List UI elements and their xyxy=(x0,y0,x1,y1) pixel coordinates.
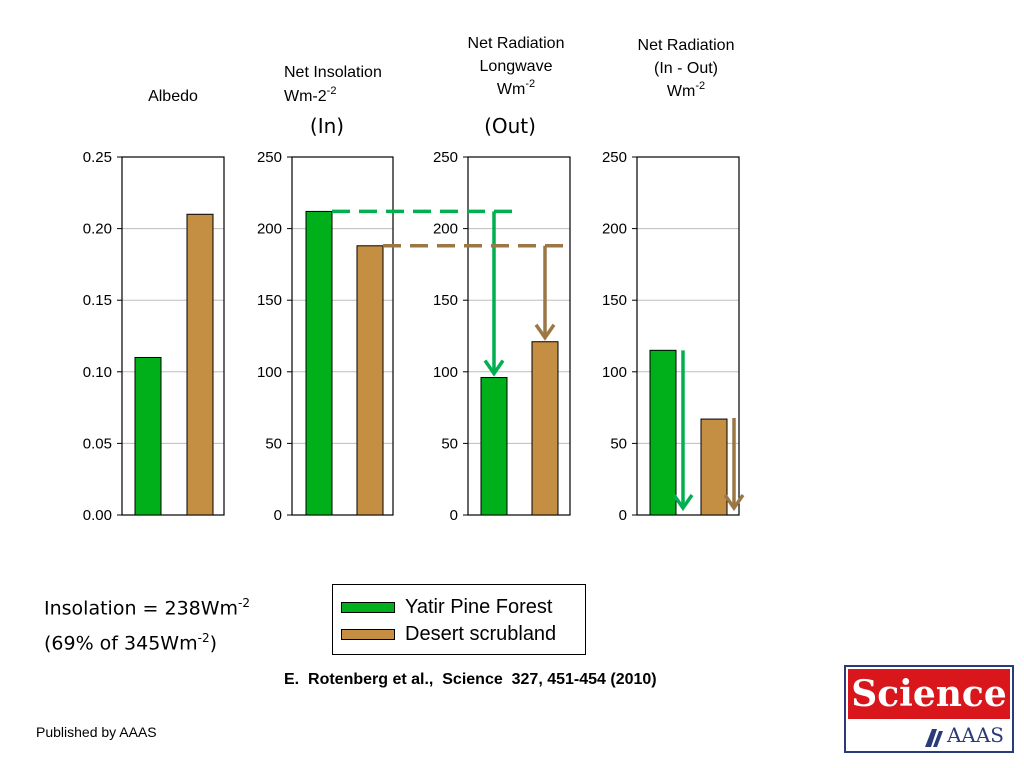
panel-title-line: Net Radiation xyxy=(638,37,735,54)
legend-label-desert: Desert scrubland xyxy=(405,622,557,645)
legend-swatch-forest xyxy=(341,601,395,613)
science-logo-wordmark: Science xyxy=(848,669,1010,719)
insolation-note: Insolation = 238Wm-2 (69% of 345Wm-2) xyxy=(44,588,250,659)
y-tick-label: 100 xyxy=(602,364,627,381)
panel-title-line: Wm-2 xyxy=(497,78,535,98)
legend-item-forest: Yatir Pine Forest xyxy=(341,595,552,619)
chart-panel-1: 0.00 0.05 0.10 0.15 0.20 0.25 Albedo xyxy=(83,88,225,524)
plot-frame xyxy=(636,156,740,516)
note-line1-sup: -2 xyxy=(238,596,251,610)
bar-desert xyxy=(700,418,728,516)
y-tick-label: 200 xyxy=(602,221,627,238)
y-tick-label: 0.05 xyxy=(83,435,112,452)
bar-forest xyxy=(134,356,162,516)
y-tick-label: 0 xyxy=(274,507,282,524)
note-line2-end: ) xyxy=(209,632,217,655)
chart-panel-2: 0 50 100 150 200 250 Net Insolation Wm-2-2 (In) xyxy=(257,64,394,524)
net-desert-arrowhead-icon xyxy=(723,494,745,512)
panel-title: Albedo xyxy=(148,88,198,105)
panel-title-line: (In - Out) xyxy=(654,60,718,77)
chart-panel-4: 0 50 100 150 200 250 Net Radiation (In - Out) Wm… xyxy=(602,37,740,524)
aaas-text: AAAS xyxy=(946,723,1004,747)
bar-forest xyxy=(649,349,677,516)
y-tick-label: 200 xyxy=(433,221,458,238)
y-tick-label: 0.15 xyxy=(83,292,112,309)
y-tick-label: 0 xyxy=(450,507,458,524)
panel-title-line: Wm-2-2 xyxy=(284,85,336,105)
bar-desert xyxy=(356,245,384,516)
legend: Yatir Pine Forest Desert scrubland xyxy=(332,584,586,655)
panel-title-line: Net Radiation xyxy=(468,35,565,52)
y-tick-label: 250 xyxy=(433,149,458,166)
legend-item-desert: Desert scrubland xyxy=(341,622,556,646)
y-tick-label: 200 xyxy=(257,221,282,238)
y-tick-label: 0.25 xyxy=(83,149,112,166)
panel-subtitle: (In) xyxy=(310,114,344,138)
y-tick-label: 100 xyxy=(257,364,282,381)
bar-desert xyxy=(186,213,214,516)
y-tick-label: 0.10 xyxy=(83,364,112,381)
panel-title-sup: -2 xyxy=(695,80,705,92)
y-tick-label: 50 xyxy=(610,435,627,452)
flow-arrows xyxy=(332,209,745,512)
bar-forest xyxy=(480,377,508,516)
chart-area: 0.00 0.05 0.10 0.15 0.20 0.25 Albedo 0 50 100 150 2… xyxy=(83,35,745,524)
forest-arrowhead-icon xyxy=(483,359,505,377)
science-logo: Science AAAS xyxy=(844,665,1014,753)
legend-swatch-desert xyxy=(341,628,395,640)
y-tick-label: 0.20 xyxy=(83,221,112,238)
legend-label-forest: Yatir Pine Forest xyxy=(405,595,553,618)
aaas-logo: AAAS xyxy=(924,723,1004,747)
y-tick-label: 150 xyxy=(257,292,282,309)
published-by: Published by AAAS xyxy=(36,724,157,740)
bar-desert xyxy=(531,341,559,516)
citation: E. Rotenberg et al., Science 327, 451-45… xyxy=(284,671,657,688)
note-line1: Insolation = 238Wm xyxy=(44,597,239,620)
net-forest-arrowhead-icon xyxy=(672,494,694,512)
y-tick-label: 0.00 xyxy=(83,507,112,524)
note-line2: (69% of 345Wm xyxy=(44,632,198,655)
panel-subtitle: (Out) xyxy=(484,114,536,138)
plot-frame xyxy=(291,156,394,516)
y-tick-label: 100 xyxy=(433,364,458,381)
panel-title-sup: -2 xyxy=(525,78,535,90)
y-tick-label: 0 xyxy=(619,507,627,524)
y-tick-label: 250 xyxy=(257,149,282,166)
plot-frame xyxy=(121,156,225,516)
y-tick-label: 150 xyxy=(433,292,458,309)
plot-frame xyxy=(467,156,571,516)
note-line2-sup: -2 xyxy=(197,631,210,646)
chart-panel-3: 0 50 100 150 200 250 Net Radiation Longwave Wm-2… xyxy=(433,35,571,524)
y-tick-label: 50 xyxy=(441,435,458,452)
aaas-mark-icon xyxy=(924,729,943,747)
panel-title-line: Longwave xyxy=(480,58,553,75)
panel-title-line: Wm-2 xyxy=(667,80,705,100)
desert-arrowhead-icon xyxy=(534,323,556,341)
panel-title-sup: -2 xyxy=(327,85,337,97)
bar-forest xyxy=(305,210,333,516)
y-tick-label: 250 xyxy=(602,149,627,166)
y-tick-label: 150 xyxy=(602,292,627,309)
panel-title-line: Net Insolation xyxy=(284,64,382,81)
y-tick-label: 50 xyxy=(265,435,282,452)
